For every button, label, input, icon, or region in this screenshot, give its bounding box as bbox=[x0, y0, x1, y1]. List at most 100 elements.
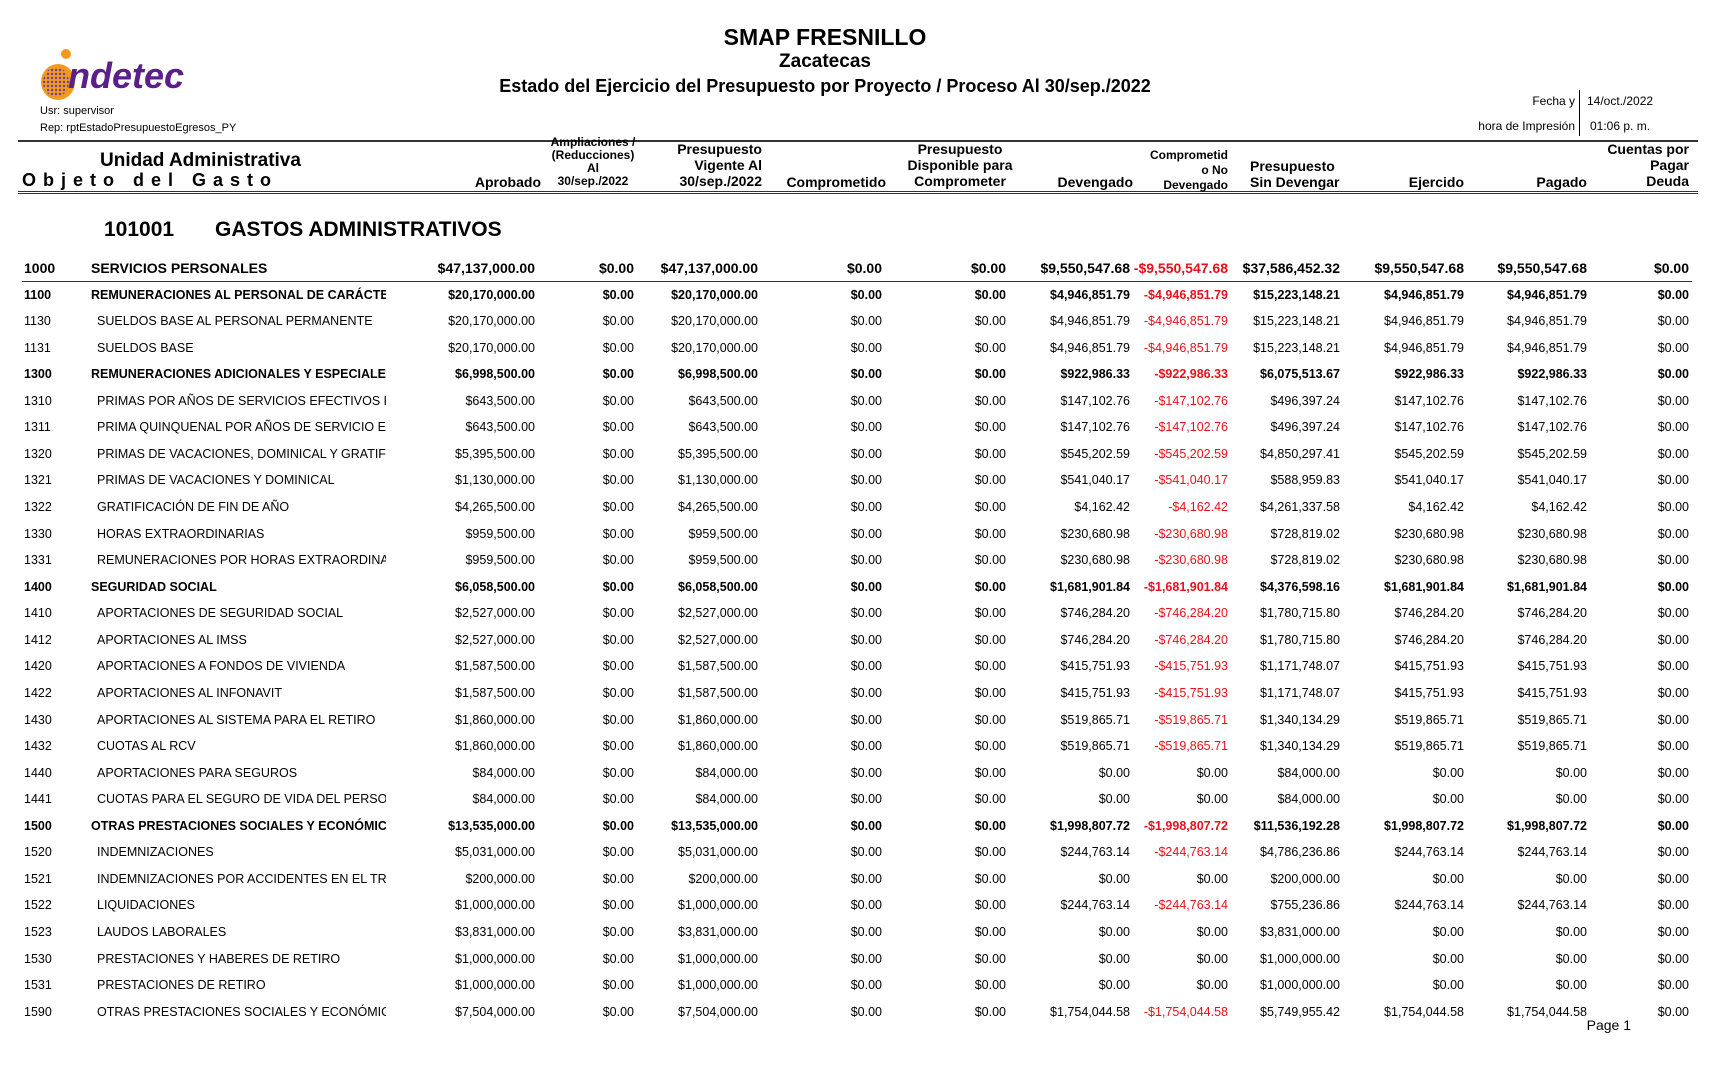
row-code: 1330 bbox=[24, 526, 52, 541]
cell-devengado: $415,751.93 bbox=[1060, 659, 1130, 674]
cell-ejercido: $4,946,851.79 bbox=[1384, 314, 1464, 329]
cell-ampliaciones: $0.00 bbox=[602, 925, 634, 939]
cell-disponible: $0.00 bbox=[974, 712, 1006, 727]
cell-ampliaciones: $0.00 bbox=[602, 685, 634, 700]
cell-sin-devengar: $84,000.00 bbox=[1277, 765, 1340, 780]
table-row: 1131 SUELDOS BASE $20,170,000.00 $0.00 $20,1… bbox=[0, 339, 1713, 357]
cell-pagado: $0.00 bbox=[1555, 978, 1587, 993]
row-name: APORTACIONES AL SISTEMA PARA EL RETIRO bbox=[97, 712, 376, 727]
cell-sin-devengar: $755,236.86 bbox=[1270, 898, 1340, 913]
cell-no-devengado: -$415,751.93 bbox=[1154, 659, 1228, 674]
cell-disponible: $0.00 bbox=[974, 792, 1006, 807]
cell-devengado: $4,946,851.79 bbox=[1050, 314, 1130, 329]
cell-ejercido: $415,751.93 bbox=[1394, 659, 1464, 674]
cell-vigente: $200,000.00 bbox=[688, 871, 758, 886]
cell-ampliaciones: $0.00 bbox=[602, 473, 634, 488]
cell-devengado: $147,102.76 bbox=[1060, 393, 1130, 408]
cell-vigente: $84,000.00 bbox=[695, 765, 758, 780]
cell-aprobado: $5,031,000.00 bbox=[455, 845, 535, 860]
row-name: CUOTAS PARA EL SEGURO DE VIDA DEL PERSON… bbox=[97, 792, 386, 807]
cell-ampliaciones: $0.00 bbox=[602, 978, 634, 993]
cell-devengado: $1,754,044.58 bbox=[1050, 1004, 1130, 1019]
col-disponible: Presupuesto Disponible para Comprometer bbox=[900, 141, 1020, 189]
row-code: 1590 bbox=[24, 1004, 52, 1019]
cell-ampliaciones: $0.00 bbox=[602, 632, 634, 647]
cell-sin-devengar: $496,397.24 bbox=[1270, 420, 1340, 435]
cell-aprobado: $84,000.00 bbox=[472, 765, 535, 780]
cell-aprobado: $1,860,000.00 bbox=[455, 739, 535, 754]
table-row: 1320 PRIMAS DE VACACIONES, DOMINICAL Y GR… bbox=[0, 445, 1713, 463]
cell-sin-devengar: $6,075,513.67 bbox=[1260, 367, 1340, 382]
cell-pagado: $1,998,807.72 bbox=[1507, 818, 1587, 833]
cell-sin-devengar: $5,749,955.42 bbox=[1260, 1004, 1340, 1019]
cell-ejercido: $230,680.98 bbox=[1394, 553, 1464, 568]
cell-devengado: $0.00 bbox=[1098, 925, 1130, 939]
cell-ejercido: $545,202.59 bbox=[1394, 446, 1464, 461]
cell-vigente: $1,587,500.00 bbox=[678, 685, 758, 700]
cell-vigente: $1,000,000.00 bbox=[678, 978, 758, 993]
cell-sin-devengar: $4,376,598.16 bbox=[1260, 579, 1340, 594]
cell-cuentas: $0.00 bbox=[1657, 659, 1689, 674]
row-name: SERVICIOS PERSONALES bbox=[91, 260, 268, 276]
row-name: HORAS EXTRAORDINARIAS bbox=[97, 526, 265, 541]
cell-ejercido: $0.00 bbox=[1432, 792, 1464, 807]
row-code: 1530 bbox=[24, 951, 52, 966]
row-name: OTRAS PRESTACIONES SOCIALES Y ECONÓMICAS bbox=[91, 818, 386, 833]
cell-aprobado: $5,395,500.00 bbox=[455, 446, 535, 461]
cell-ampliaciones: $0.00 bbox=[602, 818, 634, 833]
cell-sin-devengar: $11,536,192.28 bbox=[1253, 818, 1340, 833]
col-no-devengado: Comprometid o No Devengado bbox=[1150, 148, 1228, 193]
cell-cuentas: $0.00 bbox=[1657, 367, 1689, 382]
cell-no-devengado: -$4,946,851.79 bbox=[1143, 340, 1228, 355]
row-code: 1100 bbox=[24, 287, 52, 302]
cell-disponible: $0.00 bbox=[974, 579, 1006, 594]
col-ampliaciones-line: Al bbox=[587, 161, 599, 175]
cell-ampliaciones: $0.00 bbox=[602, 606, 634, 621]
cell-cuentas: $0.00 bbox=[1653, 260, 1689, 276]
cell-comprometido: $0.00 bbox=[850, 1004, 882, 1019]
cell-pagado: $541,040.17 bbox=[1517, 473, 1587, 488]
cell-vigente: $1,130,000.00 bbox=[678, 473, 758, 488]
header-top-rule bbox=[18, 140, 1698, 142]
cell-ampliaciones: $0.00 bbox=[602, 420, 634, 435]
cell-comprometido: $0.00 bbox=[850, 420, 882, 435]
cell-vigente: $20,170,000.00 bbox=[671, 314, 758, 329]
cell-devengado: $415,751.93 bbox=[1060, 685, 1130, 700]
cell-vigente: $1,860,000.00 bbox=[678, 739, 758, 754]
cell-cuentas: $0.00 bbox=[1657, 287, 1689, 302]
cell-ampliaciones: $0.00 bbox=[602, 898, 634, 913]
cell-sin-devengar: $37,586,452.32 bbox=[1242, 260, 1340, 276]
cell-sin-devengar: $1,340,134.29 bbox=[1260, 739, 1340, 754]
row-name: PRESTACIONES Y HABERES DE RETIRO bbox=[97, 951, 341, 966]
cell-disponible: $0.00 bbox=[974, 500, 1006, 515]
cell-vigente: $643,500.00 bbox=[688, 393, 758, 408]
cell-aprobado: $6,998,500.00 bbox=[455, 367, 535, 382]
table-row: 1522 LIQUIDACIONES $1,000,000.00 $0.00 $1,00… bbox=[0, 896, 1713, 914]
cell-ejercido: $230,680.98 bbox=[1394, 526, 1464, 541]
col-disponible-line: Presupuesto bbox=[917, 141, 1003, 157]
cell-vigente: $643,500.00 bbox=[688, 420, 758, 435]
col-sin-devengar-line: Sin Devengar bbox=[1250, 174, 1340, 190]
cell-comprometido: $0.00 bbox=[846, 260, 882, 276]
row-code: 1131 bbox=[24, 340, 51, 355]
cell-vigente: $1,587,500.00 bbox=[678, 659, 758, 674]
cell-aprobado: $13,535,000.00 bbox=[448, 818, 535, 833]
col-comprometido: Comprometido bbox=[786, 174, 886, 190]
cell-comprometido: $0.00 bbox=[850, 685, 882, 700]
row-code: 1412 bbox=[24, 632, 52, 647]
cell-aprobado: $20,170,000.00 bbox=[448, 340, 535, 355]
cell-disponible: $0.00 bbox=[974, 553, 1006, 568]
cell-aprobado: $3,831,000.00 bbox=[455, 925, 535, 939]
cell-devengado: $230,680.98 bbox=[1060, 526, 1130, 541]
cell-cuentas: $0.00 bbox=[1657, 871, 1689, 886]
cell-sin-devengar: $84,000.00 bbox=[1277, 792, 1340, 807]
report-heading: Estado del Ejercicio del Presupuesto por… bbox=[499, 76, 1151, 96]
cell-cuentas: $0.00 bbox=[1657, 500, 1689, 515]
cell-ampliaciones: $0.00 bbox=[602, 314, 634, 329]
cell-cuentas: $0.00 bbox=[1657, 446, 1689, 461]
cell-vigente: $5,395,500.00 bbox=[678, 446, 758, 461]
cell-ejercido: $244,763.14 bbox=[1394, 845, 1464, 860]
table-row: 1321 PRIMAS DE VACACIONES Y DOMINICAL $1,1… bbox=[0, 471, 1713, 489]
cell-devengado: $746,284.20 bbox=[1060, 632, 1130, 647]
cell-ampliaciones: $0.00 bbox=[602, 659, 634, 674]
